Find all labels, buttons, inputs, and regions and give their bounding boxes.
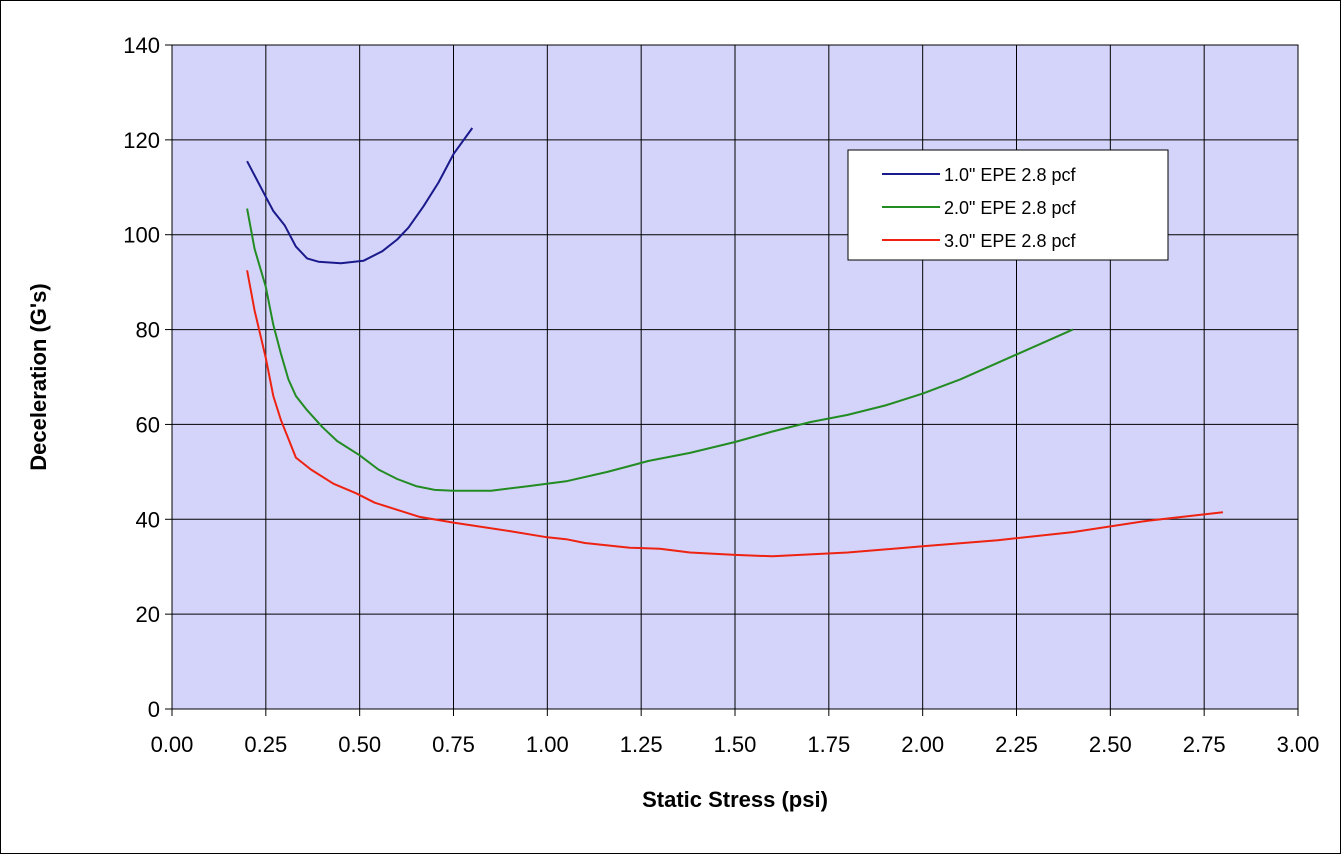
series-line-2 <box>246 208 1074 492</box>
x-tick-label: 2.75 <box>1183 732 1226 757</box>
legend-label: 3.0" EPE 2.8 pcf <box>944 231 1076 251</box>
x-tick-label: 2.25 <box>995 732 1038 757</box>
y-tick-label: 60 <box>136 412 160 437</box>
y-tick-label: 40 <box>136 507 160 532</box>
x-tick-label: 3.00 <box>1277 732 1320 757</box>
x-tick-label: 0.75 <box>432 732 475 757</box>
y-tick-label: 80 <box>136 318 160 343</box>
y-tick-label: 0 <box>148 697 160 722</box>
legend-box <box>847 149 1169 261</box>
x-tick-label: 0.25 <box>244 732 287 757</box>
series-line-3 <box>246 270 1224 558</box>
legend: 1.0" EPE 2.8 pcf 2.0" EPE 2.8 pcf 3.0" EPE… <box>847 149 1169 261</box>
x-tick-label: 1.00 <box>526 732 569 757</box>
x-tick-label: 1.75 <box>807 732 850 757</box>
series-line-1 <box>246 127 474 265</box>
x-tick-label: 0.50 <box>338 732 381 757</box>
y-axis-ticks: 0 20 40 60 80 100 120 140 <box>123 33 172 722</box>
x-tick-label: 2.00 <box>901 732 944 757</box>
y-tick-label: 100 <box>123 223 160 248</box>
y-tick-label: 140 <box>123 33 160 58</box>
x-tick-label: 1.25 <box>620 732 663 757</box>
x-axis-title: Static Stress (psi) <box>642 787 828 812</box>
legend-label: 1.0" EPE 2.8 pcf <box>944 165 1076 185</box>
x-tick-label: 1.50 <box>714 732 757 757</box>
x-tick-label: 0.00 <box>151 732 194 757</box>
series-lines <box>246 127 1224 558</box>
x-axis-ticks: 0.00 0.25 0.50 0.75 1.00 1.25 1.50 1.75 2.00 2.25… <box>151 709 1320 757</box>
y-axis-title: Deceleration (G's) <box>26 283 51 470</box>
y-tick-label: 120 <box>123 128 160 153</box>
legend-label: 2.0" EPE 2.8 pcf <box>944 198 1076 218</box>
y-tick-label: 20 <box>136 602 160 627</box>
x-tick-label: 2.50 <box>1089 732 1132 757</box>
